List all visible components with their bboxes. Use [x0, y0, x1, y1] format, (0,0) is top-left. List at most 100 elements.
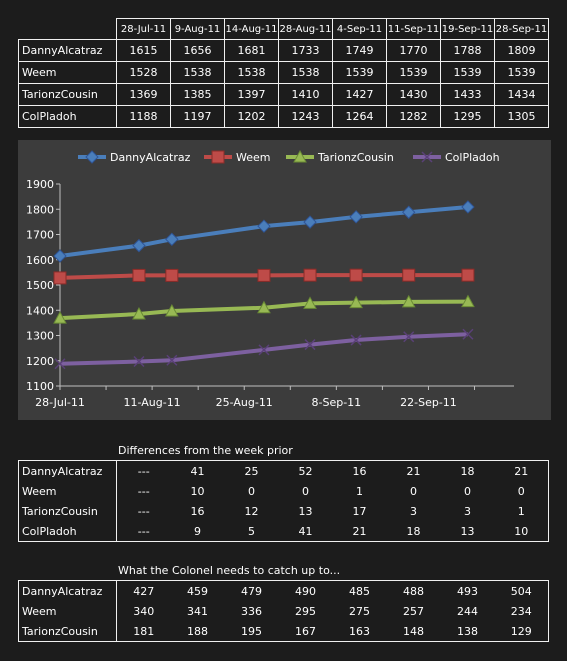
table-cell: 0: [494, 481, 549, 501]
row-label: Weem: [18, 61, 117, 84]
table-cell: 17: [352, 504, 367, 518]
table-cell: 1788: [440, 39, 495, 62]
data-point: [258, 344, 270, 356]
x-tick-label: 8-Sep-11: [312, 396, 362, 409]
table-cell: 195: [224, 621, 279, 642]
table-cell: 1385: [170, 83, 225, 106]
data-point: [350, 334, 362, 346]
column-header: 28-Jul-11: [116, 18, 171, 40]
y-tick-label: 1800: [26, 203, 54, 216]
table-cell: 0: [302, 484, 309, 498]
data-point: [257, 219, 271, 233]
ratings-corner-cell: [18, 18, 117, 40]
catchup-caption: What the Colonel needs to catch up to...: [118, 564, 341, 577]
table-cell: 1188: [116, 105, 171, 128]
table-cell: 1539: [332, 61, 387, 84]
legend-marker: [293, 149, 307, 163]
differences-row: ColPladoh --- 9 5 41 21 18 13 10: [18, 521, 549, 542]
ratings-table: 28-Jul-11 9-Aug-11 14-Aug-11 28-Aug-11 4…: [18, 18, 549, 128]
table-cell: 21: [494, 460, 549, 481]
table-cell: 16: [332, 460, 387, 481]
table-cell: 1656: [170, 39, 225, 62]
table-cell: 1430: [386, 83, 441, 106]
table-cell: 1539: [440, 61, 495, 84]
data-point: [53, 271, 67, 285]
catchup-row: TarionzCousin 181 188 195 167 163 148 138 129: [18, 621, 549, 642]
column-header: 4-Sep-11: [332, 18, 387, 40]
table-cell: 1202: [224, 105, 279, 128]
table-cell: 0: [410, 484, 417, 498]
table-cell: 488: [386, 580, 441, 601]
data-point: [165, 232, 179, 247]
table-cell: 188: [170, 621, 225, 642]
legend-label: ColPladoh: [445, 151, 500, 164]
table-cell: 13: [440, 521, 495, 542]
table-cell: 1: [494, 501, 549, 521]
table-cell: 1369: [116, 83, 171, 106]
x-tick-label: 25-Aug-11: [216, 396, 273, 409]
row-label: DannyAlcatraz: [18, 580, 117, 601]
table-cell: 25: [224, 460, 279, 481]
table-cell: 0: [248, 484, 255, 498]
table-cell: 427: [116, 580, 171, 601]
table-cell: 1733: [278, 39, 333, 62]
row-label: Weem: [18, 481, 117, 501]
table-cell: 275: [349, 604, 370, 618]
data-point: [166, 354, 178, 366]
catchup-row: Weem 340 341 336 295 275 257 244 234: [18, 601, 549, 621]
table-cell: 1528: [116, 61, 171, 84]
legend-marker: [211, 150, 225, 164]
table-cell: 41: [278, 521, 333, 542]
data-point: [257, 268, 271, 282]
table-cell: 10: [190, 484, 205, 498]
rating-line-chart: 1100 1200 1300 1400 1500 1600 1700 1800 1900 28-J…: [18, 140, 551, 420]
differences-caption: Differences from the week prior: [118, 444, 293, 457]
y-tick-label: 1200: [26, 355, 54, 368]
table-cell: 9: [170, 521, 225, 542]
ratings-header-row: 28-Jul-11 9-Aug-11 14-Aug-11 28-Aug-11 4…: [18, 18, 549, 40]
data-point: [132, 268, 146, 282]
table-cell: 1427: [332, 83, 387, 106]
data-point: [132, 306, 146, 320]
catchup-row: DannyAlcatraz 427 459 479 490 485 488 493 504: [18, 580, 549, 601]
chart-svg: 1100 1200 1300 1400 1500 1600 1700 1800 1900 28-J…: [26, 149, 514, 409]
data-point: [402, 268, 416, 282]
column-header: 28-Aug-11: [278, 18, 333, 40]
table-cell: 3: [464, 504, 471, 518]
data-point: [402, 205, 416, 219]
data-point: [403, 331, 415, 343]
ratings-row: ColPladoh 1188 1197 1202 1243 1264 1282 1295 130…: [18, 105, 549, 128]
data-point: [165, 268, 179, 282]
y-tick-label: 1600: [26, 254, 54, 267]
row-label: DannyAlcatraz: [18, 39, 117, 62]
table-cell: 490: [278, 580, 333, 601]
table-cell: ---: [137, 484, 150, 498]
table-cell: 129: [494, 621, 549, 642]
data-point: [53, 249, 67, 263]
column-header: 11-Sep-11: [386, 18, 441, 40]
table-cell: 1397: [224, 83, 279, 106]
series-line-tarionzcousin: [59, 299, 468, 321]
x-tick-label: 28-Jul-11: [35, 396, 85, 409]
table-cell: 257: [403, 604, 424, 618]
table-cell: 1282: [386, 105, 441, 128]
data-point: [461, 294, 475, 308]
differences-table: DannyAlcatraz --- 41 25 52 16 21 18 21 Weem --- 10 0…: [18, 460, 549, 542]
table-cell: 1305: [494, 105, 549, 128]
data-point: [349, 268, 363, 282]
differences-row: DannyAlcatraz --- 41 25 52 16 21 18 21: [18, 460, 549, 481]
table-cell: 1538: [278, 61, 333, 84]
table-cell: 5: [224, 521, 279, 542]
table-cell: 1749: [332, 39, 387, 62]
data-point: [461, 268, 475, 282]
table-cell: 13: [298, 504, 313, 518]
data-point: [401, 294, 416, 308]
row-label: TarionzCousin: [18, 83, 117, 106]
table-cell: ---: [137, 504, 150, 518]
table-cell: 138: [440, 621, 495, 642]
table-cell: 1538: [170, 61, 225, 84]
y-tick-label: 1700: [26, 229, 54, 242]
series-line-colpladoh: [59, 332, 469, 366]
data-point: [461, 200, 475, 214]
catchup-table: DannyAlcatraz 427 459 479 490 485 488 493 504 Wee…: [18, 580, 549, 642]
